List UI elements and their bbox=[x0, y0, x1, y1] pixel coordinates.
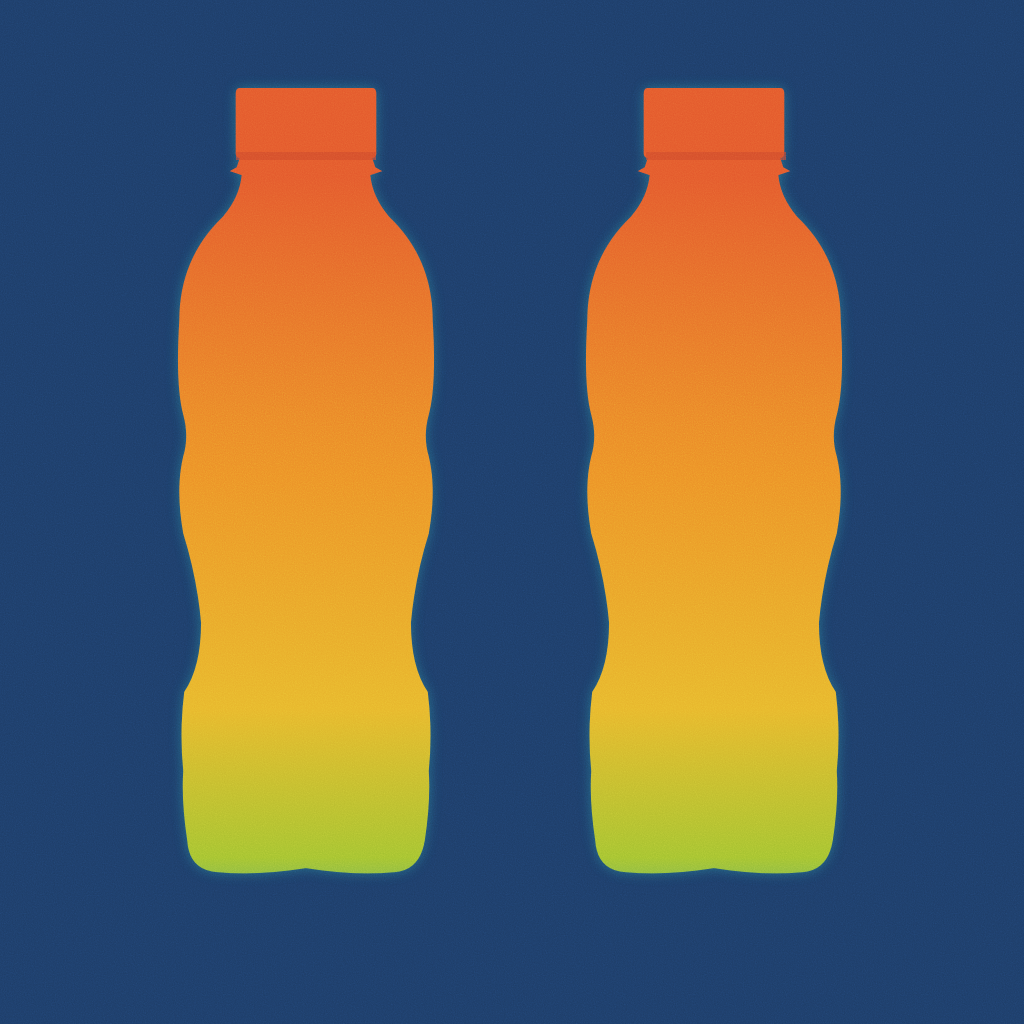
thermal-image bbox=[0, 0, 1024, 1024]
sensor-noise bbox=[0, 0, 1024, 1024]
